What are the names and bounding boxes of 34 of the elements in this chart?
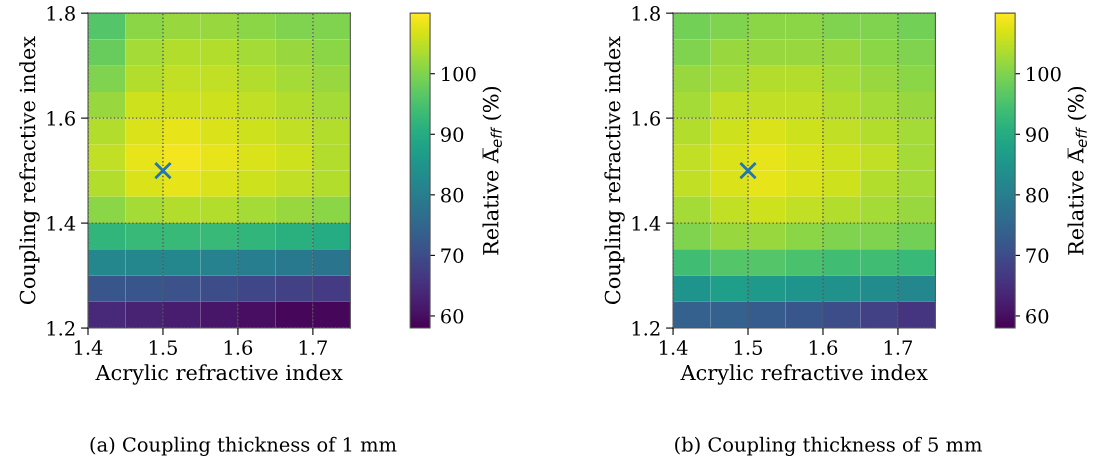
y-tick-label: 1.4 bbox=[47, 216, 76, 231]
y-tick-label: 1.4 bbox=[632, 216, 661, 231]
y-axis-title: Coupling refractive index bbox=[604, 36, 625, 305]
x-tick-label: 1.4 bbox=[659, 340, 688, 355]
color-bar-label: 60 bbox=[1026, 308, 1049, 324]
color-bar-title: Relative A̅$_{eff}$ (%) bbox=[1067, 86, 1087, 255]
y-tick-label: 1.8 bbox=[632, 6, 660, 21]
color-bar-label: 90 bbox=[441, 127, 464, 142]
color-bar-label: 90 bbox=[1026, 127, 1049, 142]
color-bar-label: 70 bbox=[441, 248, 464, 264]
color-bar-label: 100 bbox=[442, 66, 476, 82]
y-tick-label: 1.2 bbox=[632, 321, 660, 336]
y-tick-label: 1.6 bbox=[632, 111, 661, 126]
x-axis-title: Acrylic refractive index bbox=[680, 364, 928, 385]
y-axis-title: Coupling refractive index bbox=[19, 36, 40, 305]
color-bar-label: 80 bbox=[441, 187, 464, 203]
color-bar-label: 60 bbox=[441, 308, 464, 324]
x-tick-label: 1.6 bbox=[224, 340, 253, 355]
y-tick-label: 1.2 bbox=[47, 321, 75, 336]
x-tick-label: 1.7 bbox=[299, 340, 327, 355]
x-tick-label: 1.5 bbox=[149, 340, 177, 355]
color-bar-label: 70 bbox=[1026, 248, 1049, 264]
y-tick-label: 1.6 bbox=[47, 111, 75, 126]
x-tick-label: 1.7 bbox=[884, 340, 912, 355]
x-tick-label: 1.5 bbox=[734, 340, 762, 355]
y-tick-label: 1.8 bbox=[47, 6, 75, 21]
text: (b) Coupling thickness of 5 mm bbox=[675, 436, 982, 456]
x-tick-label: 1.4 bbox=[74, 340, 103, 355]
text: (a) Coupling thickness of 1 mm bbox=[90, 436, 397, 456]
color-bar-title: Relative A̅$_{eff}$ (%) bbox=[482, 86, 502, 255]
color-bar-label: 80 bbox=[1026, 187, 1049, 203]
x-tick-label: 1.6 bbox=[809, 340, 838, 355]
x-axis-title: Acrylic refractive index bbox=[95, 364, 343, 385]
color-bar-label: 100 bbox=[1027, 66, 1061, 82]
